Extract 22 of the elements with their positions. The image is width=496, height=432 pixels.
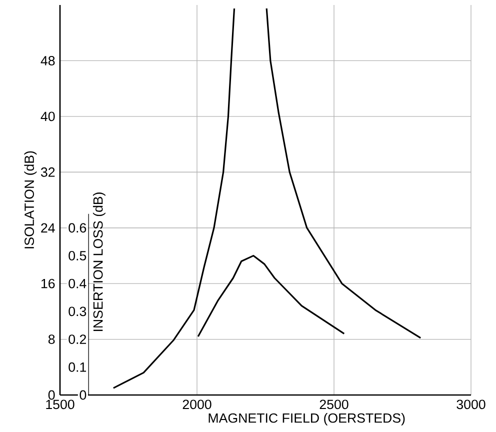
y2-tick-label: 0.3 [68, 306, 86, 316]
y2-tick-label: 0.5 [68, 250, 86, 260]
y2-tick-label: 0.1 [68, 362, 86, 372]
y-axis-title: ISOLATION (dB) [24, 151, 37, 248]
x-tick-label: 2500 [320, 400, 348, 410]
y-tick-label: 32 [40, 167, 55, 177]
y2-tick-label: 0 [80, 390, 86, 400]
x-axis-title: MAGNETIC FIELD (OERSTEDS) [208, 412, 405, 426]
y-tick-label: 24 [41, 223, 55, 233]
x-tick-label: 1500 [46, 400, 74, 410]
y-tick-label: 8 [48, 334, 55, 344]
x-tick-label: 2000 [182, 400, 212, 410]
y2-tick-label: 0.4 [68, 278, 86, 288]
y-tick-label: 0 [48, 390, 55, 400]
line-series [197, 254, 345, 338]
y-tick-label: 40 [40, 112, 55, 122]
y2-axis-title: INSERTION LOSS (dB) [92, 192, 106, 331]
y2-tick-label: 0.6 [68, 223, 86, 233]
y-tick-label: 16 [41, 278, 55, 288]
y2-tick-label: 0.2 [68, 334, 86, 344]
y-tick-label: 48 [40, 56, 55, 66]
x-tick-label: 3000 [456, 400, 486, 410]
